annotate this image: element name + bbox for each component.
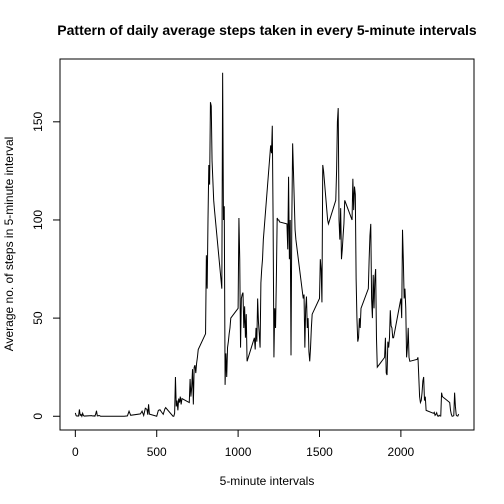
y-tick-label: 100 [31,210,45,230]
y-tick-label: 0 [31,413,45,420]
y-axis-label: Average no. of steps in 5-minute interva… [2,137,16,352]
plot-frame [59,58,475,431]
y-tick-label: 50 [31,311,45,325]
x-tick-label: 1000 [225,445,252,459]
x-tick-label: 2000 [388,445,415,459]
x-axis-label: 5-minute intervals [220,474,315,488]
x-tick-label: 0 [72,445,79,459]
data-line [74,72,460,418]
x-tick-label: 1500 [306,445,333,459]
x-tick-label: 500 [147,445,167,459]
chart-title: Pattern of daily average steps taken in … [57,22,477,38]
y-tick-label: 150 [31,111,45,131]
